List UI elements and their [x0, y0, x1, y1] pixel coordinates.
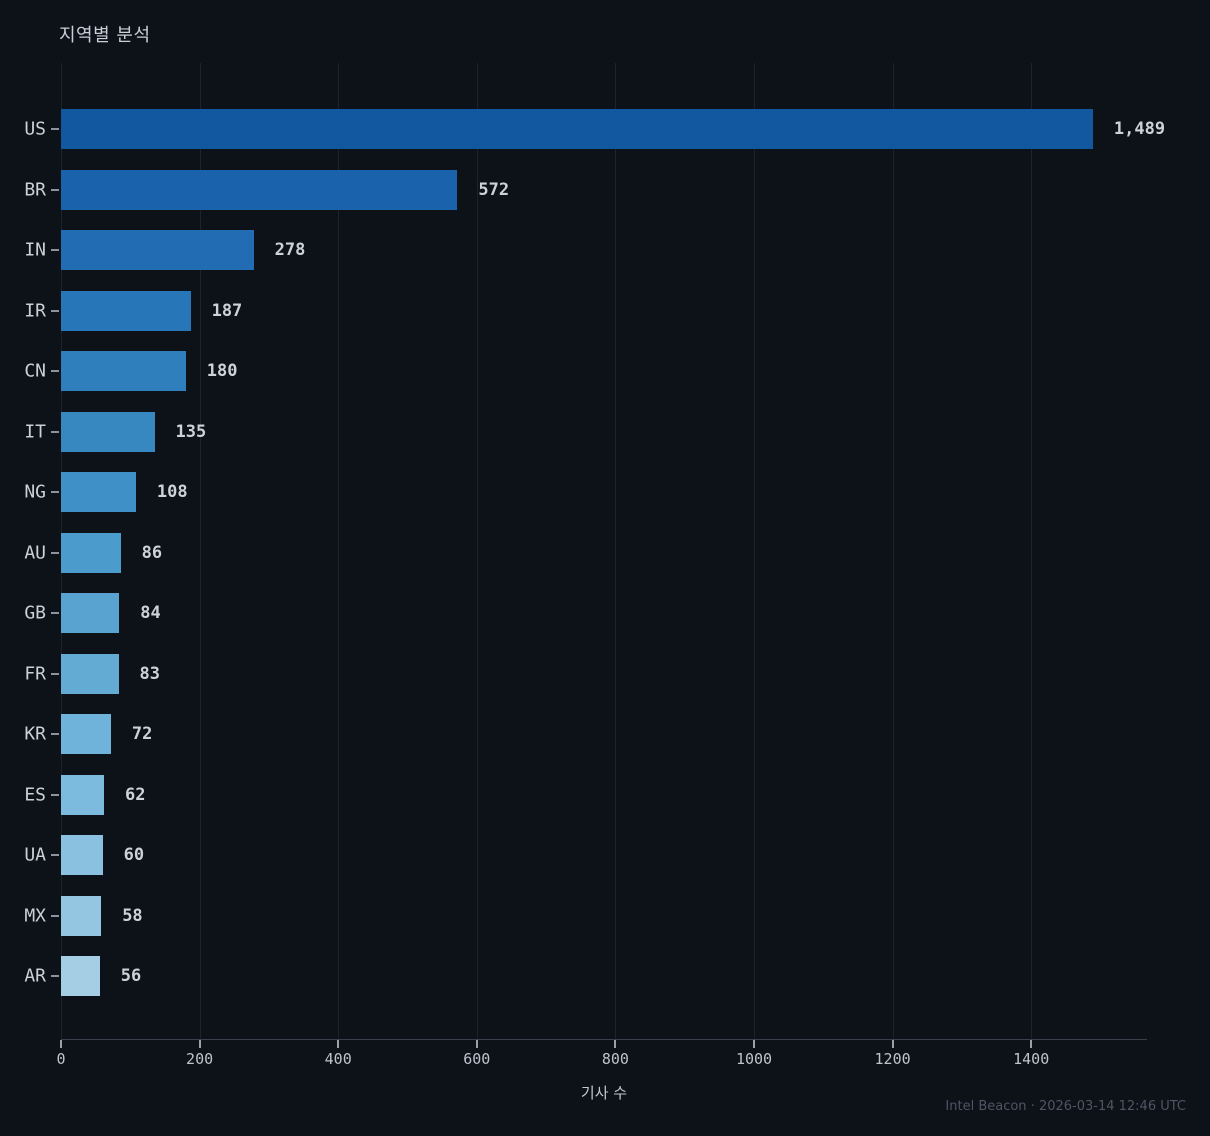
y-tick-mark [51, 128, 59, 130]
bar-value-mx: 58 [122, 905, 143, 926]
y-tick-mark [51, 188, 59, 191]
y-tick-mark [51, 854, 59, 856]
bar-value-ar: 56 [120, 966, 142, 986]
gridline-x-600 [476, 63, 478, 1039]
x-tick-mark [60, 1040, 62, 1048]
y-tick-mark [51, 793, 59, 796]
y-tick-mark [51, 672, 59, 675]
y-tick-mark [51, 551, 59, 554]
y-axis-label-fr: FR [24, 663, 46, 684]
y-axis-label-ua: UA [24, 844, 46, 866]
bar-value-cn: 180 [206, 361, 238, 381]
bar-us [61, 109, 1093, 149]
x-tick-label-1200: 1200 [874, 1050, 911, 1068]
bar-value-kr: 72 [131, 724, 153, 744]
chart-footer: Intel Beacon · 2026-03-14 12:46 UTC [945, 1099, 1186, 1114]
y-axis-label-kr: KR [24, 723, 46, 745]
x-tick-mark [337, 1040, 340, 1048]
x-tick-mark [614, 1040, 617, 1048]
bar-ua [61, 835, 103, 875]
x-axis-spine [61, 1039, 1147, 1040]
y-axis-label-au: AU [24, 542, 46, 563]
plot-area: 1,489 572 278 187 180 135 108 86 84 83 72 62 60 58 56 [61, 63, 1165, 1040]
bar-value-fr: 83 [139, 663, 160, 684]
bar-gb [61, 593, 120, 633]
bar-value-in: 278 [274, 240, 306, 260]
y-axis-label-br: BR [24, 179, 46, 200]
y-axis-label-ir: IR [24, 300, 46, 321]
y-tick-mark [51, 430, 59, 433]
x-tick-mark [753, 1040, 755, 1048]
y-axis-label-ng: NG [24, 481, 46, 503]
x-axis-label: 기사 수 [580, 1084, 628, 1102]
bar-value-au: 86 [141, 542, 163, 563]
x-tick-mark [1030, 1040, 1033, 1048]
y-tick-mark [51, 975, 59, 977]
gridline-x-1000 [754, 63, 755, 1039]
y-axis-label-es: ES [24, 784, 46, 805]
bar-mx [61, 895, 102, 936]
gridline-x-1200 [892, 63, 894, 1039]
y-axis-label-mx: MX [24, 905, 46, 926]
bar-value-us: 1,489 [1113, 119, 1166, 139]
y-axis-label-ar: AR [24, 965, 46, 987]
bar-it [61, 411, 155, 452]
bar-kr [61, 714, 111, 754]
x-tick-label-400: 400 [324, 1050, 352, 1068]
gridline-x-1400 [1031, 63, 1033, 1039]
bar-ng [61, 472, 136, 512]
bar-value-ir: 187 [211, 300, 243, 321]
gridline-x-800 [615, 63, 617, 1039]
bar-es [61, 774, 104, 815]
bar-value-br: 572 [478, 179, 510, 200]
bar-br [61, 169, 458, 210]
y-tick-mark [51, 249, 59, 251]
y-tick-mark [51, 612, 59, 614]
bar-value-ua: 60 [123, 845, 145, 865]
bar-cn [61, 351, 186, 391]
y-axis-label-it: IT [24, 421, 46, 442]
y-axis-label-us: US [24, 118, 46, 140]
gridline-x-400 [338, 63, 340, 1039]
x-tick-mark [198, 1040, 201, 1048]
x-tick-label-200: 200 [186, 1050, 214, 1068]
x-tick-mark [475, 1040, 478, 1048]
bar-in [61, 230, 254, 270]
x-tick-label-800: 800 [601, 1050, 629, 1068]
x-tick-label-0: 0 [56, 1050, 66, 1068]
y-axis-label-cn: CN [24, 360, 46, 382]
y-axis-label-in: IN [24, 239, 46, 261]
x-tick-label-1000: 1000 [735, 1050, 773, 1068]
bar-value-ng: 108 [156, 482, 188, 502]
y-axis-label-gb: GB [24, 602, 46, 624]
y-tick-mark [51, 491, 59, 493]
bar-fr [61, 653, 119, 694]
y-tick-mark [51, 370, 59, 372]
x-tick-mark [891, 1040, 894, 1048]
y-tick-mark [51, 733, 59, 735]
bar-value-it: 135 [175, 421, 207, 442]
x-tick-label-1400: 1400 [1013, 1050, 1050, 1068]
bar-ir [61, 290, 191, 331]
y-tick-mark [51, 309, 59, 312]
y-tick-mark [51, 914, 59, 917]
bar-value-gb: 84 [140, 603, 161, 623]
bar-value-es: 62 [124, 784, 146, 805]
gridline-x-200 [199, 63, 201, 1039]
chart-title: 지역별 분석 [59, 25, 151, 46]
bar-ar [61, 956, 100, 996]
x-tick-label-600: 600 [463, 1050, 491, 1068]
bar-au [61, 532, 121, 573]
